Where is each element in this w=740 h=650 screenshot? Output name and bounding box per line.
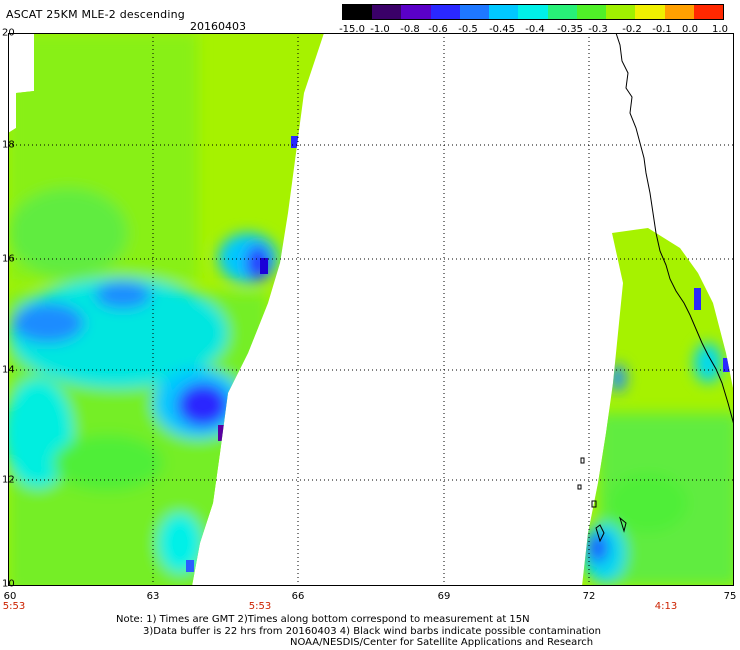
swath-patch [8, 188, 128, 278]
time-label: 5:53 [248, 601, 272, 612]
swath-pixel [186, 560, 194, 572]
x-tick-label: 66 [291, 591, 305, 602]
island [577, 484, 582, 490]
colorbar-labels: -15.0 -1.0 -0.8 -0.6 -0.5 -0.45 -0.4 -0.… [330, 24, 740, 38]
x-tick-label: 60 [3, 591, 17, 602]
colorbar-label: -0.4 [525, 24, 545, 35]
left-swath [8, 33, 324, 586]
swath-patch [608, 473, 688, 533]
coastline [615, 33, 734, 426]
swath-pixel [694, 288, 701, 310]
swath-pixel [291, 136, 299, 148]
y-tick-label: 12 [2, 474, 15, 486]
gridlines [8, 33, 734, 586]
chart-date: 20160403 [190, 20, 246, 33]
colorbar-label: -0.5 [458, 24, 478, 35]
colorbar-segment [343, 5, 373, 19]
island [595, 524, 605, 543]
swath-pixel [723, 358, 731, 372]
coastline-islands [577, 457, 627, 543]
map-frame [8, 33, 734, 586]
colorbar-label: -1.0 [370, 24, 390, 35]
island [591, 500, 597, 508]
swath-patch [95, 281, 151, 309]
footnote-line: NOAA/NESDIS/Center for Satellite Applica… [290, 637, 594, 648]
colorbar-segment [430, 5, 460, 19]
colorbar-label: -0.3 [588, 24, 608, 35]
colorbar-label: -15.0 [339, 24, 365, 35]
x-tick-label: 63 [146, 591, 160, 602]
colorbar-segment [489, 5, 519, 19]
colorbar-label: -0.8 [400, 24, 420, 35]
colorbar-segment [606, 5, 636, 19]
colorbar [342, 4, 724, 20]
y-tick-label: 10 [2, 578, 15, 590]
colorbar-label: -0.6 [428, 24, 448, 35]
chart-title: ASCAT 25KM MLE-2 descending [6, 8, 185, 21]
swath-patch [610, 364, 626, 392]
colorbar-label: -0.1 [652, 24, 672, 35]
colorbar-label: -0.45 [489, 24, 515, 35]
island [580, 457, 585, 464]
swath-patch [12, 303, 84, 343]
colorbar-segment [693, 5, 724, 19]
y-tick-label: 14 [2, 364, 15, 376]
colorbar-segment [547, 5, 577, 19]
colorbar-segment [635, 5, 665, 19]
colorbar-segment [401, 5, 431, 19]
x-tick-label: 72 [582, 591, 596, 602]
footnote: Note: 1) Times are GMT 2)Times along bot… [0, 614, 740, 649]
footnote-line: Note: 1) Times are GMT 2)Times along bot… [116, 614, 530, 625]
colorbar-segment [576, 5, 607, 19]
swath-patch [694, 343, 722, 383]
swath-patch [53, 435, 163, 491]
y-tick-label: 20 [2, 27, 15, 39]
map-plot [8, 33, 734, 586]
colorbar-segment [518, 5, 548, 19]
colorbar-label: 0.0 [682, 24, 698, 35]
right-swath [582, 228, 734, 586]
x-tick-label: 75 [723, 591, 737, 602]
time-label: 4:13 [654, 601, 678, 612]
colorbar-label: -0.2 [622, 24, 642, 35]
swath-pixel [218, 425, 226, 441]
y-tick-label: 18 [2, 139, 15, 151]
colorbar-label: 1.0 [712, 24, 728, 35]
colorbar-segment [664, 5, 694, 19]
swath-patch [177, 383, 229, 427]
colorbar-segment [459, 5, 490, 19]
footnote-line: 3)Data buffer is 22 hrs from 20160403 4)… [143, 625, 601, 637]
swath-patch [588, 533, 608, 563]
y-tick-label: 16 [2, 253, 15, 265]
time-label: 5:53 [2, 601, 26, 612]
island [619, 516, 627, 533]
swath-patch [158, 513, 202, 573]
x-tick-label: 69 [437, 591, 451, 602]
colorbar-label: -0.35 [557, 24, 583, 35]
swath-pixel [260, 258, 268, 274]
colorbar-segment [372, 5, 402, 19]
